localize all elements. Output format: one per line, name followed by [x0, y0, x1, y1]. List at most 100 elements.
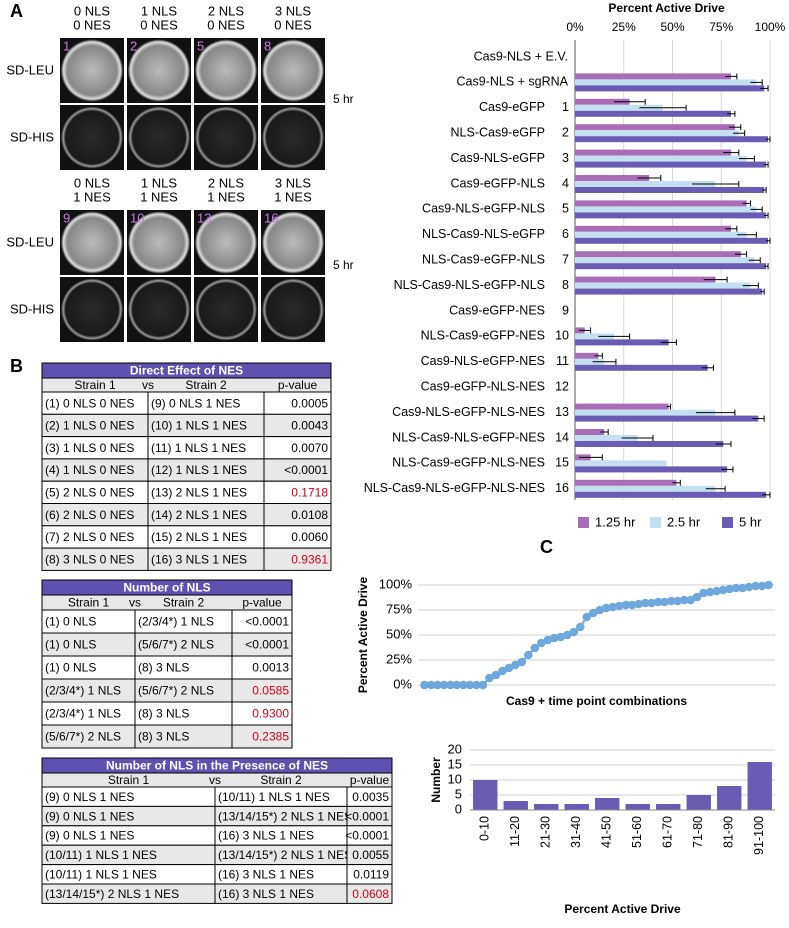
- column-header: 3 NLS: [275, 3, 311, 18]
- point: [491, 670, 501, 680]
- table-cell-text: (1) 0 NLS: [45, 615, 96, 629]
- point: [647, 598, 656, 608]
- time-label: 5 hr: [333, 92, 354, 106]
- category-label: Cas9-eGFP: [479, 100, 545, 114]
- category-number: 4: [562, 176, 569, 190]
- plate: [262, 211, 324, 274]
- bar: [575, 435, 638, 441]
- table-header: vs: [142, 378, 154, 392]
- point: [608, 602, 618, 612]
- x-tick-label: 61-70: [661, 816, 675, 848]
- bar: [595, 798, 620, 810]
- column-header: 1 NES: [73, 189, 111, 204]
- plate: [61, 211, 123, 274]
- category-number: 2: [562, 125, 569, 139]
- category-label: Cas9-NLS-eGFP: [451, 151, 545, 165]
- table-cell-text: (13/14/15*) 2 NLS 1 NES: [45, 887, 179, 901]
- column-header: 1 NLS: [141, 3, 177, 18]
- bar: [575, 181, 716, 187]
- table-cell-text: (13/14/15*) 2 NLS 1 NES: [218, 848, 352, 862]
- table-header: vs: [209, 773, 221, 787]
- column-header: 0 NES: [140, 17, 178, 32]
- bar: [575, 155, 747, 162]
- y-tick-label: 0: [455, 801, 462, 816]
- point: [524, 650, 533, 660]
- row-label: SD-LEU: [6, 234, 54, 249]
- point: [718, 585, 728, 595]
- table-cell-text: <0.0001: [345, 829, 389, 843]
- table-title: Number of NLS: [123, 581, 210, 595]
- table-cell-text: 0.0055: [352, 848, 389, 862]
- table-cell-text: (2/3/4*) 1 NLS: [45, 684, 121, 698]
- point: [420, 680, 429, 690]
- table-cell-text: 0.0035: [352, 790, 389, 804]
- table-cell-text: (6) 2 NLS 0 NES: [45, 508, 134, 522]
- table-cell-text: 0.0070: [291, 441, 328, 455]
- point: [692, 592, 702, 602]
- table-cell-text: (10/11) 1 NLS 1 NES: [45, 867, 157, 881]
- panel-label: C: [540, 537, 553, 557]
- category-number: 14: [555, 430, 569, 444]
- bar: [473, 780, 498, 810]
- x-tick-label: 21-30: [539, 816, 553, 848]
- table-header: Strain 2: [163, 596, 205, 610]
- x-tick-label: 50%: [660, 20, 684, 34]
- table-cell-text: (10) 1 NLS 1 NES: [151, 419, 247, 433]
- table-cell-text: (8) 3 NLS: [138, 730, 189, 744]
- bar: [575, 149, 731, 156]
- plate-number: 5: [197, 38, 204, 53]
- bar: [717, 786, 742, 810]
- point: [550, 633, 559, 643]
- point: [601, 603, 611, 613]
- point: [459, 680, 468, 690]
- bar: [575, 263, 767, 270]
- bar: [747, 762, 772, 810]
- category-number: 11: [556, 354, 569, 368]
- plate: [195, 211, 257, 274]
- panel-label: A: [10, 1, 23, 21]
- plate: [128, 106, 190, 169]
- point: [511, 660, 520, 670]
- chart-title: Percent Active Drive: [608, 1, 725, 15]
- table-cell-text: (5/6/7*) 2 NLS: [138, 638, 214, 652]
- category-number: 8: [562, 278, 569, 292]
- column-header: 2 NLS: [208, 175, 244, 190]
- table-cell-text: (8) 3 NLS: [138, 661, 189, 675]
- y-tick-label: 20: [448, 741, 462, 756]
- category-number: 15: [555, 456, 569, 470]
- table-cell-text: (16) 3 NLS 1 NES: [218, 829, 314, 843]
- x-tick-label: 51-60: [630, 816, 644, 848]
- bar: [575, 352, 599, 359]
- plate-number: 2: [130, 38, 137, 53]
- table-cell-text: (9) 0 NLS 1 NES: [45, 790, 134, 804]
- bar: [575, 187, 765, 193]
- table-cell-text: (2/3/4*) 1 NLS: [138, 615, 214, 629]
- table-cell-text: 0.0119: [353, 867, 389, 881]
- point: [757, 581, 767, 591]
- time-label: 5 hr: [333, 258, 354, 272]
- table-cell-text: 0.0608: [352, 887, 389, 901]
- category-label: Cas9-NLS + sgRNA: [457, 75, 569, 89]
- point: [485, 673, 494, 683]
- category-label: Cas9-NLS-eGFP-NES: [421, 354, 545, 368]
- table-cell-text: 0.0043: [291, 419, 328, 433]
- table-cell-text: (2) 1 NLS 0 NES: [45, 419, 134, 433]
- table-cell-text: (5/6/7*) 2 NLS: [138, 684, 214, 698]
- legend-swatch: [578, 517, 589, 528]
- point: [575, 622, 585, 632]
- table-cell-text: 0.0585: [252, 684, 289, 698]
- table-cell-text: (16) 3 NLS 1 NES: [218, 867, 314, 881]
- plate-number: 9: [63, 210, 70, 225]
- plate-number: 8: [264, 38, 271, 53]
- table-cell-text: (10/11) 1 NLS 1 NES: [218, 790, 330, 804]
- legend-label: 1.25 hr: [595, 514, 636, 529]
- point: [653, 597, 663, 607]
- table-cell-text: 0.0060: [291, 530, 328, 544]
- category-label: NLS-Cas9-NLS-eGFP-NES: [392, 430, 545, 444]
- table-cell-text: (1) 0 NLS 0 NES: [45, 396, 134, 410]
- bar: [575, 460, 667, 467]
- point: [679, 595, 689, 605]
- bar: [575, 466, 728, 473]
- bar: [534, 804, 559, 810]
- table-header: p-value: [278, 378, 318, 392]
